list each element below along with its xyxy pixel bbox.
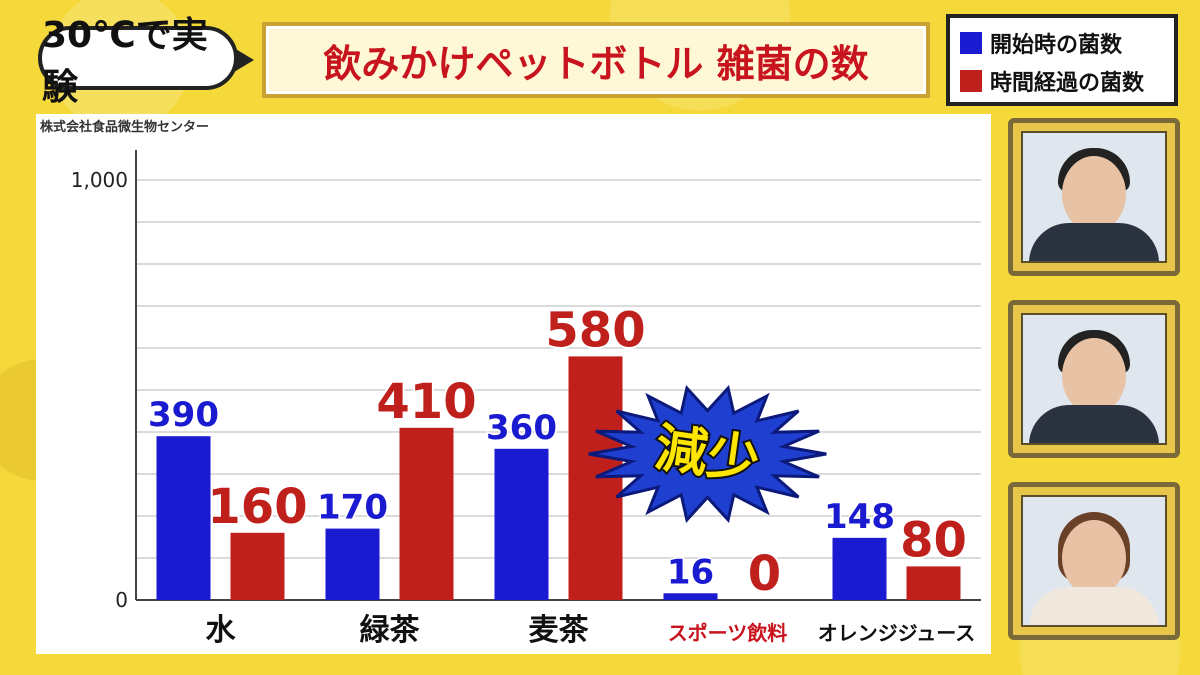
chart-title: 飲みかけペットボトル 雑菌の数 [262, 22, 930, 98]
x-tick-label: 緑茶 [360, 613, 421, 648]
legend: 開始時の菌数 時間経過の菌数 [946, 14, 1178, 106]
bar [399, 427, 454, 600]
tag-pointer [234, 48, 254, 72]
x-tick-label: スポーツ飲料 [668, 621, 788, 645]
x-tick-label: オレンジジュース [818, 621, 976, 645]
data-label: 390 [148, 395, 219, 435]
panelist-2-image [1021, 313, 1167, 445]
chart-panel: 株式会社食品微生物センター 0 1,000 390 160 水 170 410 緑茶 360 58… [36, 114, 991, 654]
y-tick-label: 0 [115, 588, 128, 612]
chart-source: 株式会社食品微生物センター [40, 120, 210, 135]
legend-label-start: 開始時の菌数 [990, 33, 1123, 58]
panelist-3-image [1021, 495, 1167, 627]
data-label: 16 [667, 552, 714, 592]
panelist-1-frame [1008, 118, 1180, 276]
panelist-3-frame [1008, 482, 1180, 640]
data-label: 360 [486, 408, 557, 448]
data-label: 170 [317, 488, 388, 528]
data-label: 580 [545, 302, 645, 358]
bar [568, 356, 623, 600]
legend-swatch-start [960, 32, 982, 54]
data-label: 148 [824, 497, 895, 537]
bar [906, 566, 961, 600]
bar [494, 448, 549, 600]
legend-item-elapsed: 時間経過の菌数 [960, 62, 1164, 100]
data-label: 0 [748, 546, 781, 602]
legend-label-elapsed: 時間経過の菌数 [990, 71, 1145, 96]
bar [325, 528, 380, 600]
bar [156, 436, 211, 600]
y-tick-label: 1,000 [71, 168, 128, 192]
data-label: 410 [376, 374, 476, 430]
x-tick-label: 水 [206, 613, 237, 648]
legend-swatch-elapsed [960, 70, 982, 92]
bar [663, 593, 718, 600]
legend-item-start: 開始時の菌数 [960, 24, 1164, 62]
bar [230, 532, 285, 600]
bar [832, 537, 887, 600]
experiment-tag: 30℃で実験 [38, 15, 238, 108]
data-label: 80 [900, 512, 967, 568]
burst-shape [588, 384, 827, 524]
data-label: 160 [207, 479, 307, 535]
panelist-2-frame [1008, 300, 1180, 458]
panelist-1-image [1021, 131, 1167, 263]
x-tick-label: 麦茶 [529, 613, 590, 648]
